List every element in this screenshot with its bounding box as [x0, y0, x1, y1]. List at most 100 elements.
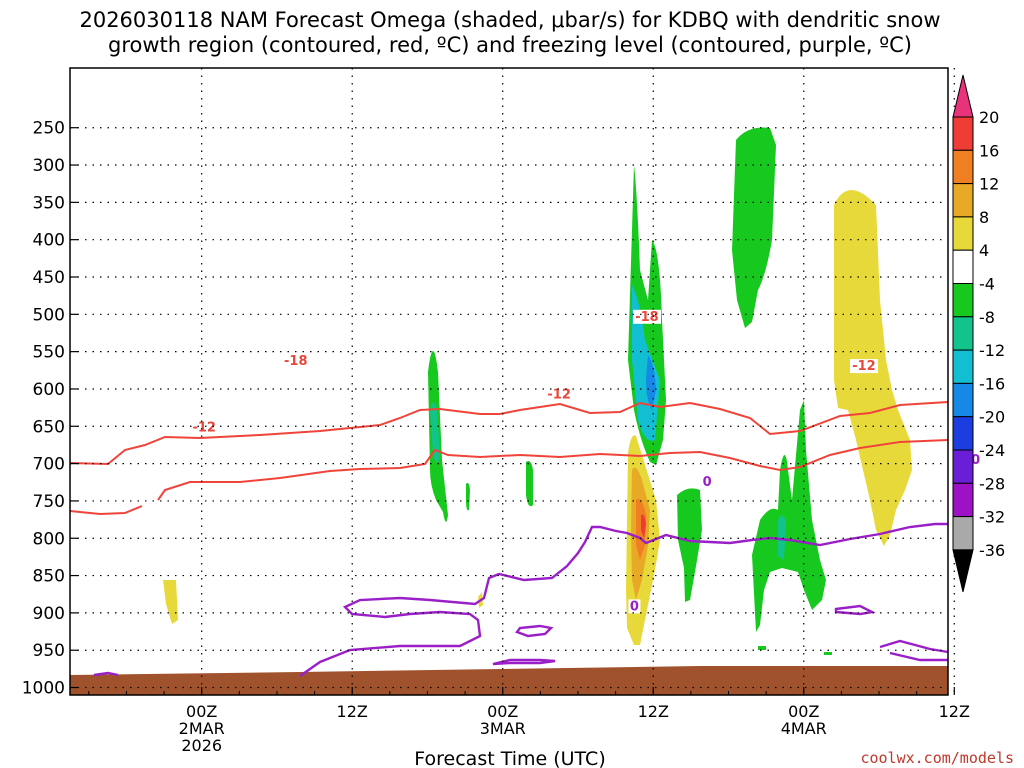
y-tick-label: 650 [33, 417, 65, 437]
colorbar-label: -8 [979, 308, 995, 327]
omega-region-green-small-4 [824, 652, 832, 655]
y-tick-label: 600 [33, 380, 65, 400]
omega-region-green-small-3 [758, 646, 766, 650]
y-tick-label: 850 [33, 567, 65, 587]
omega-shading [163, 127, 912, 655]
colorbar-swatch [952, 283, 974, 318]
x-tick-label: 00Z [186, 702, 217, 721]
omega-region-green-4 [677, 488, 702, 602]
colorbar-swatch [952, 316, 974, 351]
colorbar-swatch [952, 249, 974, 284]
red-contour-label-bg [190, 420, 219, 435]
omega-region-cyan-1 [430, 402, 440, 463]
x-tick-label: 12Z [638, 702, 669, 721]
purple-contour-zero-small-5 [889, 651, 948, 662]
colorbar-label: 16 [979, 141, 999, 160]
red-contour-minus12-lower [69, 505, 143, 516]
red-contours [69, 401, 949, 516]
purple-contour-zero-main [299, 522, 948, 677]
colorbar-label: -24 [979, 441, 1005, 460]
red-contour-label-bg [281, 353, 310, 368]
y-tick-label: 700 [33, 455, 65, 475]
colorbar-label: 20 [979, 108, 999, 127]
chart-title-line1: 2026030118 NAM Forecast Omega (shaded, μ… [79, 8, 940, 32]
x-tick-label: 2MAR [179, 719, 225, 738]
y-tick-label: 800 [33, 529, 65, 549]
colorbar-swatch [952, 382, 974, 418]
y-tick-label: 900 [33, 604, 65, 624]
omega-region-green-5 [752, 400, 826, 632]
y-tick-label: 450 [33, 268, 65, 288]
colorbar-label: -4 [979, 275, 995, 294]
x-tick-label: 00Z [788, 702, 819, 721]
colorbar-swatch [952, 149, 974, 185]
purple-contour-label: 0 [703, 475, 712, 490]
colorbar-swatch [952, 482, 974, 518]
x-tick-label: 12Z [337, 702, 368, 721]
colorbar-top-triangle [952, 74, 974, 118]
plot-frame [69, 67, 949, 696]
red-contour-minus12-upper [157, 439, 949, 501]
omega-region-yellow-1 [163, 580, 178, 624]
colorbar-swatch [952, 216, 974, 251]
y-tick-label: 350 [33, 193, 65, 213]
colorbar-swatch [952, 416, 974, 451]
y-tick-label: 550 [33, 343, 65, 363]
purple-contour-zero-small-2 [492, 658, 556, 666]
colorbar-bottom-triangle [952, 549, 974, 593]
y-tick-label: 950 [33, 641, 65, 661]
purple-contour-zero-small-4 [879, 639, 949, 654]
colorbar-label: -28 [979, 474, 1005, 493]
omega-region-red-2 [641, 514, 646, 538]
purple-contour-zero-small-1 [515, 624, 554, 638]
red-contour-label: -12 [547, 387, 571, 402]
x-tick-label: 12Z [939, 702, 970, 721]
colorbar: 20 16 12 8 4 -4 -8 -12 -16 -20 -24 -28 -32 -36 [952, 74, 1005, 593]
red-contour-minus18 [69, 401, 949, 466]
red-contour-label-bg [545, 387, 574, 402]
red-contour-label-bg [632, 309, 661, 324]
y-tick-label: 250 [33, 119, 65, 139]
colorbar-swatch [952, 516, 974, 551]
colorbar-label: 12 [979, 175, 999, 194]
y-tick-label: 1000 [22, 679, 65, 699]
red-contour-label: -12 [852, 359, 876, 374]
colorbar-swatch [952, 116, 974, 151]
omega-region-cyan-5 [778, 515, 786, 560]
colorbar-label: -12 [979, 341, 1005, 360]
y-tick-label: 500 [33, 305, 65, 325]
purple-contour-label: 0 [630, 599, 639, 614]
y-axis-ticks: 250 300 350 400 450 500 550 600 650 700 750 800 850 9… [22, 119, 78, 699]
x-tick-label: 4MAR [781, 719, 827, 738]
x-tick-label: 00Z [487, 702, 518, 721]
omega-region-green-small-1 [466, 482, 470, 511]
purple-contour-label-bg [701, 474, 714, 489]
x-axis-ticks: 00Z2MAR202612Z00Z3MAR12Z00Z4MAR12Z00Z5MA… [88, 687, 970, 755]
chart-title-line2: growth region (contoured, red, ºC) and f… [108, 33, 912, 57]
colorbar-label: -36 [979, 541, 1005, 560]
x-tick-label: 2026 [181, 736, 222, 755]
y-tick-label: 400 [33, 231, 65, 251]
red-contour-label: -18 [635, 310, 659, 325]
colorbar-label: -20 [979, 408, 1005, 427]
purple-contour-zero-small-6 [93, 671, 119, 677]
red-contour-label: -18 [284, 354, 308, 369]
colorbar-label: 8 [979, 208, 989, 227]
plot-area [70, 68, 948, 695]
x-axis-label: Forecast Time (UTC) [414, 748, 605, 768]
colorbar-label: -16 [979, 374, 1005, 393]
colorbar-swatch [952, 183, 974, 218]
omega-region-green-small-2 [526, 461, 533, 507]
colorbar-label: -32 [979, 508, 1005, 527]
colorbar-swatch [952, 449, 974, 484]
purple-contours [93, 522, 949, 677]
omega-region-green-3 [732, 127, 776, 328]
y-tick-label: 750 [33, 492, 65, 512]
x-tick-label: 3MAR [480, 719, 526, 738]
y-tick-label: 300 [33, 156, 65, 176]
credit-text: coolwx.com/models [860, 749, 1014, 767]
red-contour-label-bg [849, 359, 878, 374]
purple-contour-label: 0 [971, 453, 980, 468]
colorbar-label: 4 [979, 241, 989, 260]
